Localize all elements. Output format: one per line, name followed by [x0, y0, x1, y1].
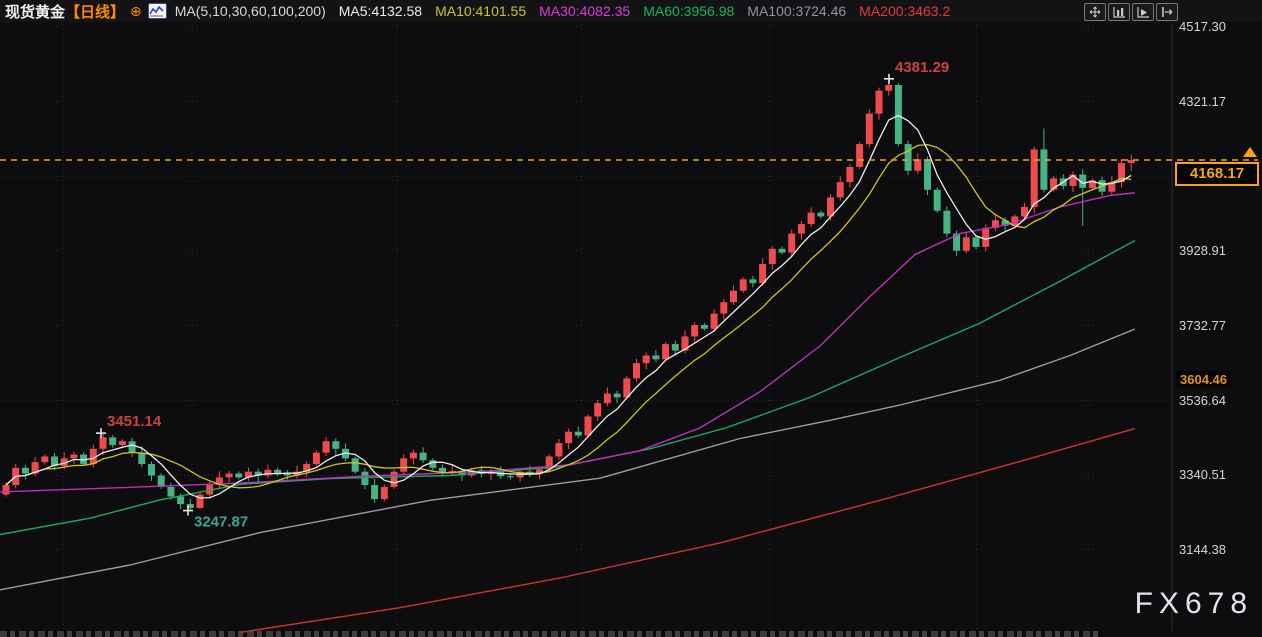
legend-ma200: MA200:3463.2: [859, 3, 951, 19]
chart-toolbar: [1084, 3, 1178, 21]
chart-type-icon[interactable]: [147, 3, 167, 19]
axis-tick-3732.77: 3732.77: [1179, 317, 1226, 333]
ma-settings-label: MA(5,10,30,60,100,200): [174, 3, 326, 19]
legend-ma10: MA10:4101.55: [435, 3, 527, 19]
pan-crosshair-button[interactable]: [1084, 3, 1106, 21]
axis-tick-4321.17: 4321.17: [1179, 93, 1226, 109]
axis-tick-3340.51: 3340.51: [1179, 467, 1226, 483]
price-arrow-marker: [1243, 147, 1257, 158]
ma-line-ma100: [0, 328, 1136, 591]
axis-tick-3928.91: 3928.91: [1179, 243, 1226, 259]
add-indicator-icon[interactable]: ⊕: [130, 2, 142, 19]
timeframe-label: 【日线】: [65, 3, 126, 21]
chart-header: 现货黄金 【日线】 ⊕ MA(5,10,30,60,100,200) MA5:41…: [0, 0, 1262, 22]
legend-ma60: MA60:3956.98: [643, 3, 735, 19]
ma-line-ma200: [239, 427, 1136, 634]
ma-line-ma10: [5, 143, 1132, 489]
scale-chart-button[interactable]: [1108, 3, 1130, 21]
instrument-title: 现货黄金: [5, 3, 66, 21]
legend-ma30: MA30:4082.35: [539, 3, 631, 19]
ma-legend: MA(5,10,30,60,100,200) MA5:4132.58 MA10:41…: [175, 3, 950, 19]
legend-ma100: MA100:3724.46: [747, 3, 847, 19]
current-price-label: 4168.17: [1175, 162, 1259, 186]
axis-price-3604: 3604.46: [1176, 370, 1231, 388]
ma-line-ma30: [0, 192, 1136, 493]
axis-tick-3144.38: 3144.38: [1179, 542, 1226, 558]
legend-ma5: MA5:4132.58: [338, 3, 423, 19]
ma-line-ma5: [5, 114, 1132, 499]
watermark: FX678: [1134, 587, 1253, 620]
axis-tick-4517.30: 4517.30: [1179, 19, 1226, 34]
price-annotation: 3247.87: [194, 514, 248, 531]
axis-tick-3536.64: 3536.64: [1179, 392, 1226, 408]
clipped-status-strip: [0, 631, 1100, 637]
price-annotation: 4381.29: [895, 59, 949, 76]
exit-view-button[interactable]: [1156, 3, 1178, 21]
price-annotation: 3451.14: [107, 413, 162, 430]
play-chart-button[interactable]: [1132, 3, 1154, 21]
